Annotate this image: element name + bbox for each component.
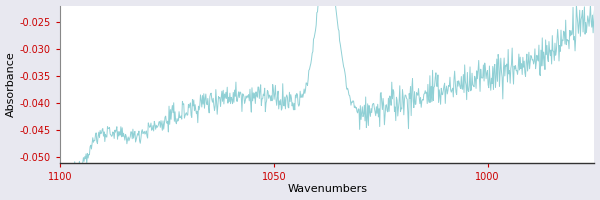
X-axis label: Wavenumbers: Wavenumbers: [287, 184, 367, 194]
Y-axis label: Absorbance: Absorbance: [5, 51, 16, 117]
